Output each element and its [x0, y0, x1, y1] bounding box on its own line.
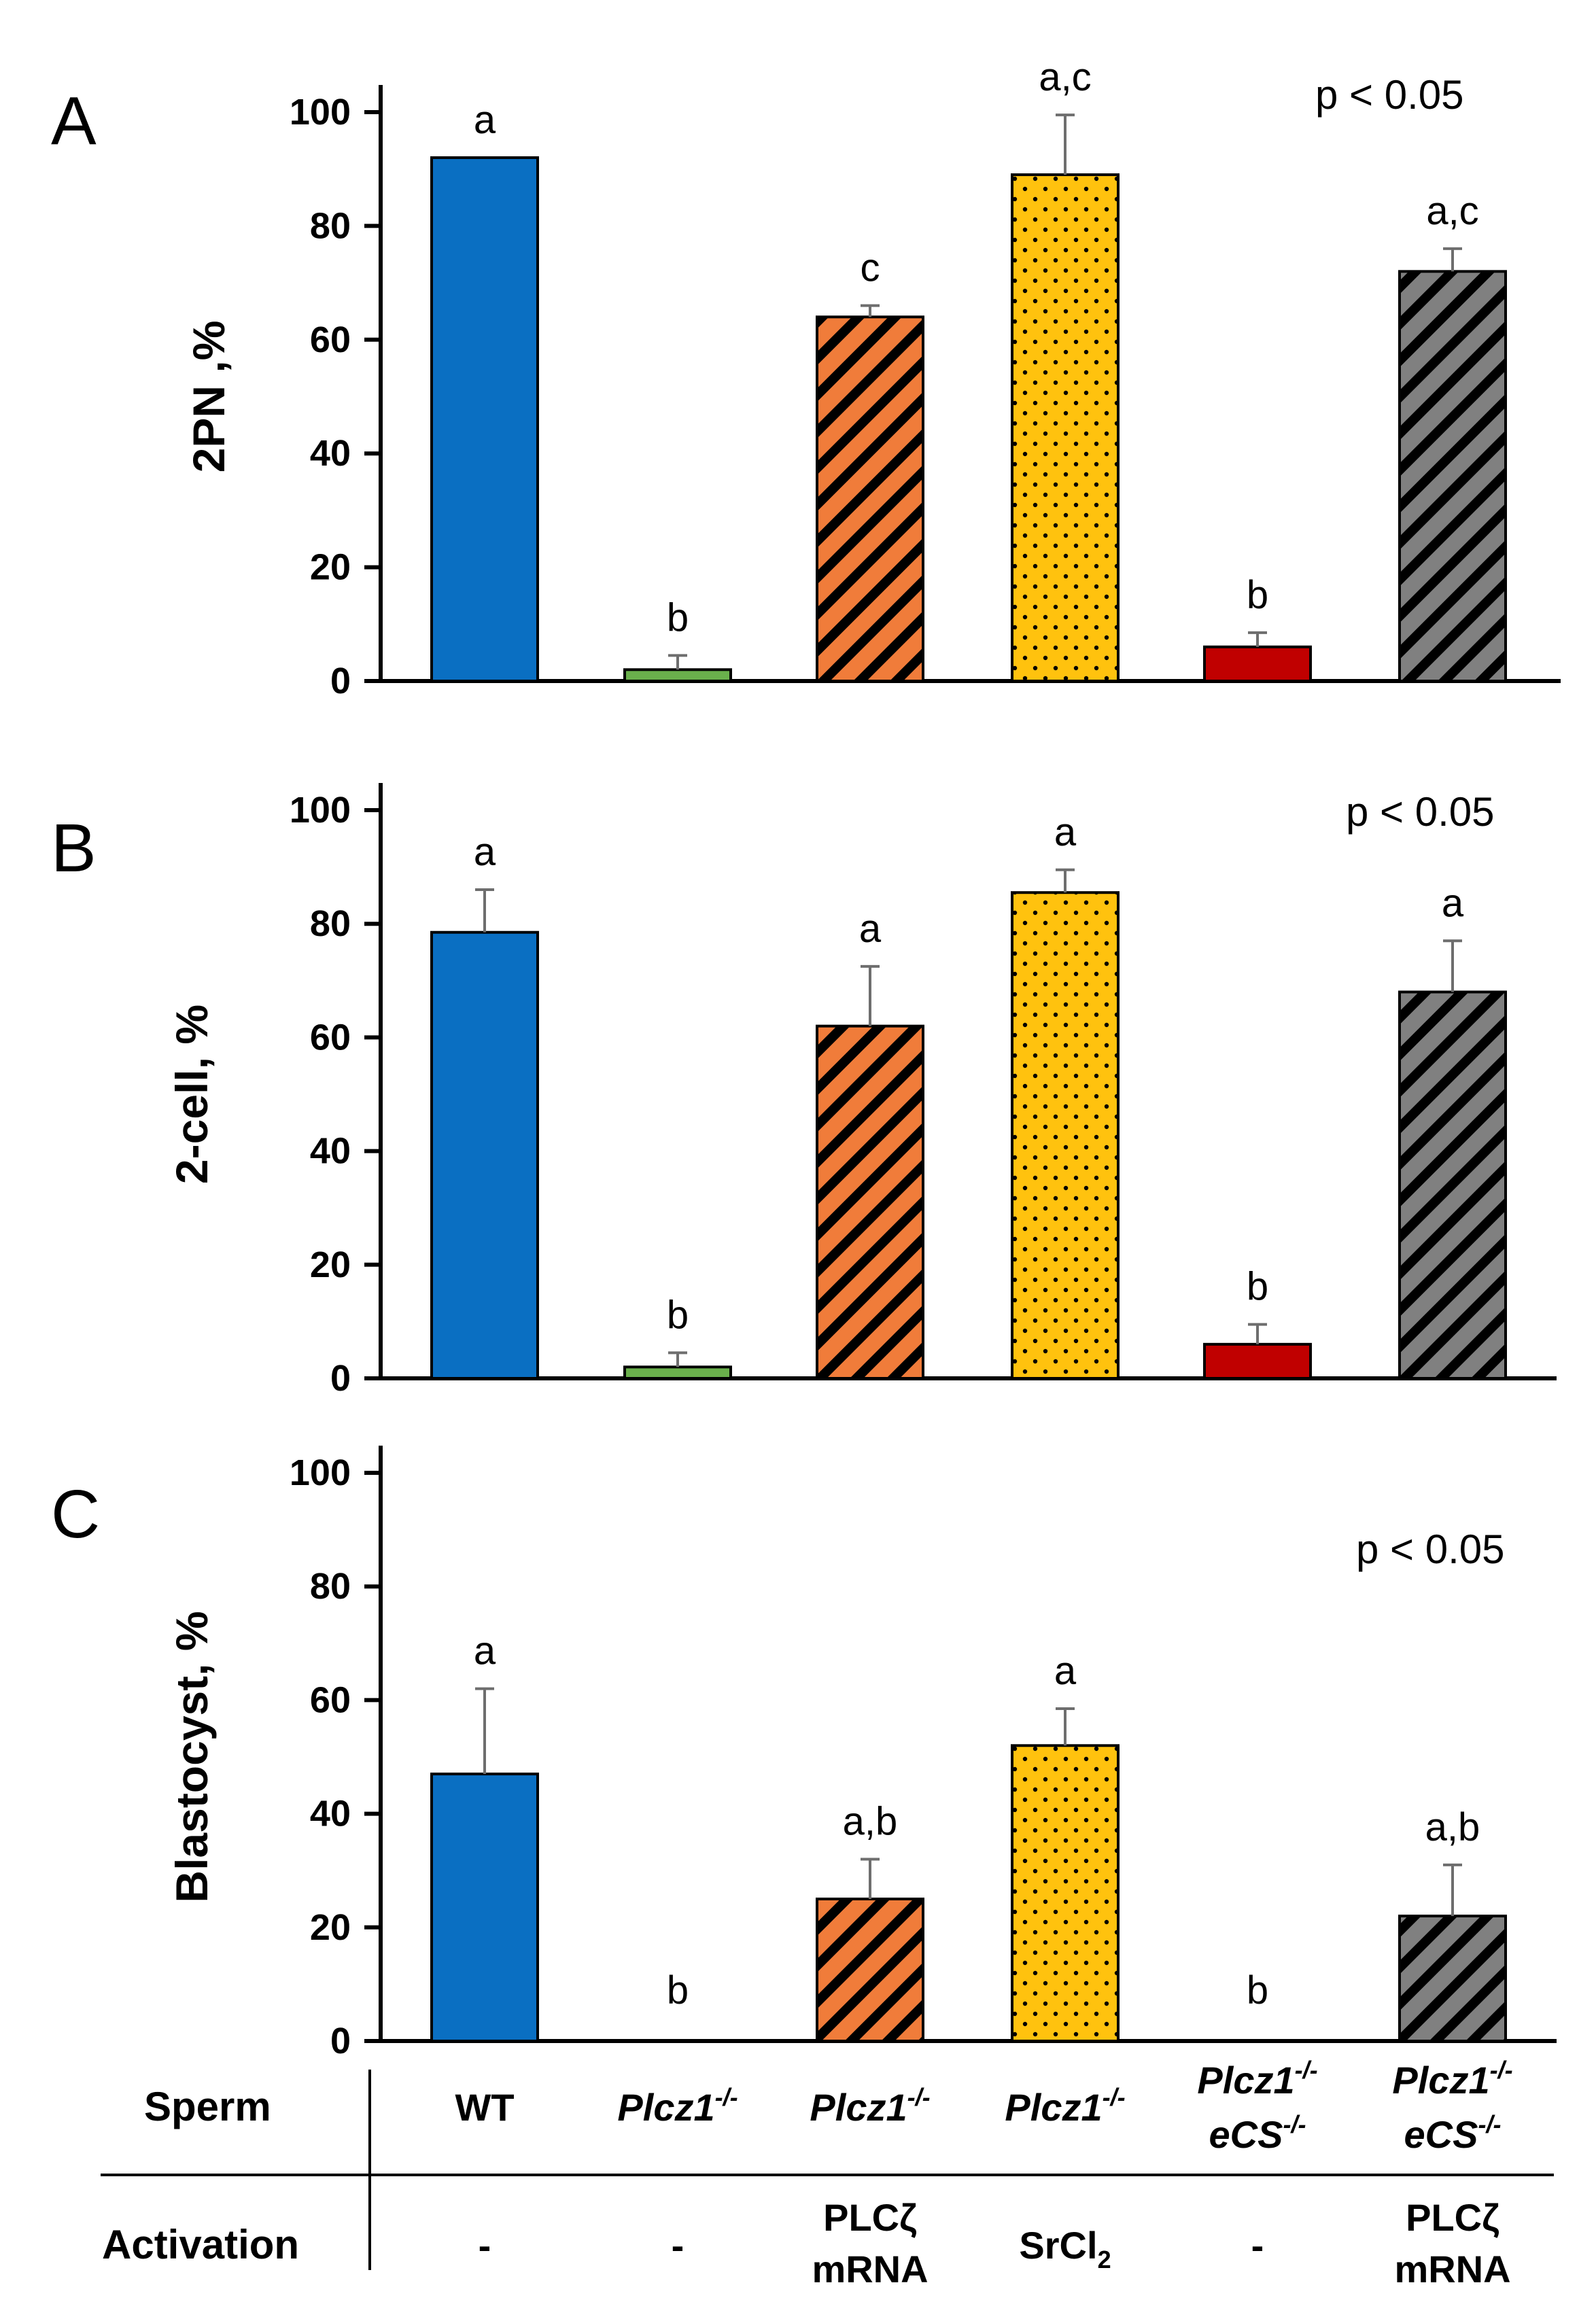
significance-label: b — [1247, 573, 1268, 617]
p-value-annotation: p < 0.05 — [1356, 1527, 1505, 1572]
significance-label: c — [861, 246, 880, 290]
bar — [1398, 1915, 1507, 2043]
significance-label: a — [474, 98, 496, 142]
bar — [1203, 1342, 1312, 1380]
sperm-genotype: WT — [455, 2086, 514, 2129]
significance-label: a — [1442, 881, 1464, 925]
y-tick-label: 60 — [310, 1017, 351, 1058]
bar — [816, 1898, 924, 2042]
y-tick-label: 60 — [310, 319, 351, 360]
panel-c: C Blastocyst, % 0 20 40 60 80 100 a b a,b a b a,b p < … — [51, 1446, 1557, 2061]
y-tick-label: 100 — [290, 790, 351, 831]
bar — [430, 930, 539, 1380]
bar — [430, 1773, 539, 2043]
y-tick-label: 100 — [290, 1452, 351, 1493]
significance-label: b — [1247, 1968, 1268, 2012]
y-tick-label: 60 — [310, 1679, 351, 1720]
y-tick-label: 0 — [330, 661, 351, 701]
significance-label: a — [859, 907, 882, 951]
bar — [1203, 645, 1312, 683]
y-tick-label: 40 — [310, 1131, 351, 1172]
y-tick-label: 20 — [310, 1244, 351, 1285]
bar — [1011, 891, 1120, 1380]
significance-label: a — [474, 830, 496, 874]
significance-label: a — [1054, 1649, 1077, 1693]
y-axis-label: Blastocyst, % — [167, 1611, 217, 1902]
bar — [816, 315, 924, 682]
y-tick-label: 80 — [310, 903, 351, 944]
significance-label: b — [667, 1293, 689, 1337]
bar — [623, 1365, 732, 1380]
y-tick-label: 80 — [310, 1566, 351, 1607]
activation-srcl2: SrCl2 — [1019, 2224, 1111, 2273]
activation-plc-line1: PLCζ — [823, 2196, 917, 2239]
bar — [1011, 1744, 1120, 2043]
activation-none: - — [1251, 2224, 1264, 2267]
bar — [1011, 173, 1120, 682]
panel-letter: A — [51, 83, 97, 159]
condition-table: Sperm Activation WT Plcz1-/- Plcz1-/- Plcz1… — [101, 2056, 1554, 2290]
significance-label: a,c — [1039, 55, 1091, 99]
significance-label: a,c — [1426, 189, 1478, 233]
significance-label: b — [667, 595, 689, 640]
y-axis-label: 2-cell, % — [167, 1005, 217, 1184]
bar — [1398, 990, 1507, 1380]
significance-label: a — [1054, 810, 1077, 854]
y-axis-label: 2PN ,% — [184, 321, 234, 473]
sperm-row-header: Sperm — [144, 2084, 271, 2129]
y-tick-label: 80 — [310, 205, 351, 246]
sperm-genotype: eCS-/- — [1404, 2110, 1502, 2156]
panel-letter: C — [51, 1476, 100, 1552]
y-tick-label: 0 — [330, 2021, 351, 2061]
y-tick-label: 0 — [330, 1358, 351, 1399]
activation-plc-line1: PLCζ — [1406, 2196, 1499, 2239]
p-value-annotation: p < 0.05 — [1346, 789, 1495, 835]
significance-label: a,b — [843, 1799, 898, 1843]
panel-b: B 2-cell, % 0 20 40 60 80 100 a b a a b a p < 0.05 — [51, 783, 1557, 1399]
activation-plc-line2: mRNA — [812, 2248, 928, 2290]
sperm-genotype: eCS-/- — [1209, 2110, 1306, 2156]
panel-a: A 2PN ,% 0 20 40 60 80 100 a b c a,c b a,c p < 0.05 — [51, 55, 1561, 701]
significance-label: a — [474, 1629, 496, 1673]
sperm-genotype: Plcz1-/- — [810, 2083, 930, 2129]
significance-label: b — [1247, 1265, 1268, 1309]
activation-row-header: Activation — [102, 2222, 299, 2267]
p-value-annotation: p < 0.05 — [1315, 72, 1464, 118]
bar — [1398, 270, 1507, 682]
activation-none: - — [479, 2224, 491, 2267]
sperm-genotype: Plcz1-/- — [1392, 2056, 1512, 2102]
sperm-genotype: Plcz1-/- — [1005, 2083, 1125, 2129]
y-tick-label: 100 — [290, 92, 351, 133]
bar — [816, 1024, 924, 1380]
significance-label: a,b — [1425, 1805, 1480, 1849]
bar — [623, 668, 732, 683]
bar — [430, 156, 539, 682]
y-tick-label: 20 — [310, 1907, 351, 1948]
significance-label: b — [667, 1968, 689, 2012]
activation-none: - — [672, 2224, 684, 2267]
y-tick-label: 20 — [310, 547, 351, 588]
sperm-genotype: Plcz1-/- — [1197, 2056, 1317, 2102]
sperm-genotype: Plcz1-/- — [617, 2083, 738, 2129]
y-tick-label: 40 — [310, 433, 351, 474]
y-tick-label: 40 — [310, 1794, 351, 1834]
panel-letter: B — [51, 810, 97, 886]
activation-plc-line2: mRNA — [1394, 2248, 1510, 2290]
